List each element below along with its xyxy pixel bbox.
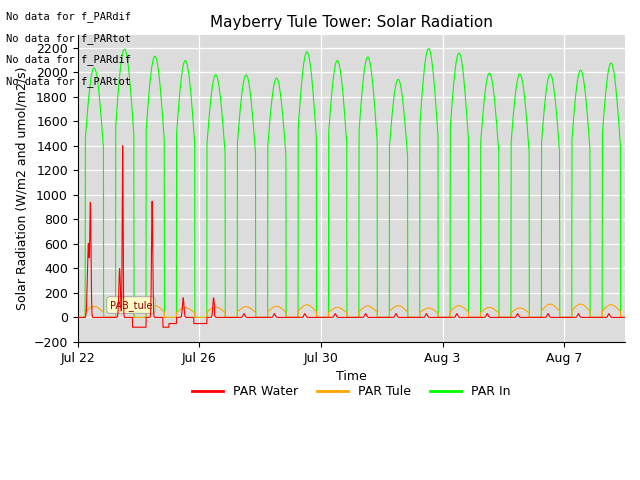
PAR Tule (172, 314, 179, 320)
PAR In (96, 99, 104, 105)
PAR Tule (175, 308, 182, 313)
PAR Tule (399, 305, 407, 311)
PAR In (74, 314, 81, 320)
PAR Tule (577, 301, 584, 307)
PAR Tule (257, 314, 265, 320)
PAR Water (119, 143, 127, 149)
PAR Water (175, 314, 183, 320)
PAR In (399, 102, 407, 108)
PAR Water (74, 314, 81, 320)
Line: PAR Tule: PAR Tule (77, 304, 625, 317)
PAR Water (129, 324, 136, 330)
PAR Water (96, 314, 104, 320)
PAR In (615, 121, 623, 127)
Text: No data for f_PARdif: No data for f_PARdif (6, 11, 131, 22)
Title: Mayberry Tule Tower: Solar Radiation: Mayberry Tule Tower: Solar Radiation (210, 15, 493, 30)
Legend: PAR Water, PAR Tule, PAR In: PAR Water, PAR Tule, PAR In (187, 380, 516, 403)
PAR In (175, 101, 182, 107)
PAR Tule (621, 314, 629, 320)
PAR Water (172, 321, 180, 326)
PAR In (172, 314, 179, 320)
Line: PAR In: PAR In (77, 48, 625, 317)
PAR Water (621, 314, 629, 320)
Text: No data for f_PARtot: No data for f_PARtot (6, 33, 131, 44)
PAR In (425, 46, 433, 51)
Text: PAB_tule: PAB_tule (109, 300, 152, 311)
PAR In (257, 314, 265, 320)
Line: PAR Water: PAR Water (77, 146, 625, 327)
PAR Water (615, 314, 623, 320)
PAR Water (399, 314, 407, 320)
PAR Tule (96, 306, 104, 312)
X-axis label: Time: Time (336, 370, 367, 383)
Text: No data for f_PARtot: No data for f_PARtot (6, 76, 131, 87)
PAR Tule (615, 307, 623, 313)
Y-axis label: Solar Radiation (W/m2 and umol/m2/s): Solar Radiation (W/m2 and umol/m2/s) (15, 67, 28, 311)
PAR In (621, 314, 629, 320)
Text: No data for f_PARdif: No data for f_PARdif (6, 54, 131, 65)
PAR Tule (74, 314, 81, 320)
PAR Water (257, 314, 265, 320)
